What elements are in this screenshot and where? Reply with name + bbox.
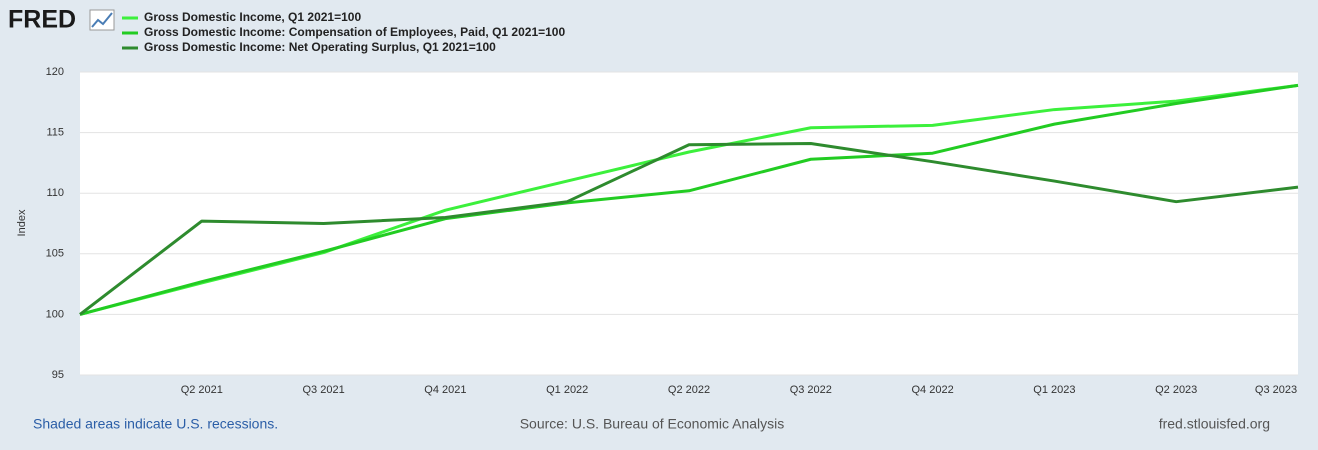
source: Source: U.S. Bureau of Economic Analysis bbox=[520, 416, 785, 432]
x-tick-label: Q4 2021 bbox=[424, 384, 466, 396]
y-tick-label: 110 bbox=[46, 187, 64, 199]
legend-label: Gross Domestic Income: Compensation of E… bbox=[144, 25, 565, 39]
x-tick-label: Q2 2022 bbox=[668, 384, 710, 396]
x-tick-label: Q3 2021 bbox=[302, 384, 344, 396]
y-tick-label: 95 bbox=[52, 369, 64, 381]
x-tick-label: Q1 2022 bbox=[546, 384, 588, 396]
legend-label: Gross Domestic Income: Net Operating Sur… bbox=[144, 40, 496, 54]
legend-label: Gross Domestic Income, Q1 2021=100 bbox=[144, 10, 361, 24]
logo: FRED bbox=[8, 6, 76, 34]
y-axis-label: Index bbox=[16, 209, 28, 236]
url[interactable]: fred.stlouisfed.org bbox=[1159, 416, 1270, 432]
y-tick-label: 105 bbox=[46, 248, 64, 260]
x-tick-label: Q3 2023 bbox=[1255, 384, 1297, 396]
x-tick-label: Q1 2023 bbox=[1033, 384, 1075, 396]
logo-icon bbox=[89, 9, 115, 31]
y-tick-label: 100 bbox=[46, 308, 64, 320]
x-tick-label: Q2 2023 bbox=[1155, 384, 1197, 396]
recession-note[interactable]: Shaded areas indicate U.S. recessions. bbox=[33, 416, 278, 432]
x-tick-label: Q3 2022 bbox=[790, 384, 832, 396]
series-line bbox=[79, 142, 1299, 316]
y-tick-label: 115 bbox=[46, 127, 64, 139]
series-line bbox=[79, 83, 1299, 316]
x-tick-label: Q2 2021 bbox=[181, 384, 223, 396]
y-tick-label: 120 bbox=[46, 66, 64, 78]
x-tick-label: Q4 2022 bbox=[911, 384, 953, 396]
